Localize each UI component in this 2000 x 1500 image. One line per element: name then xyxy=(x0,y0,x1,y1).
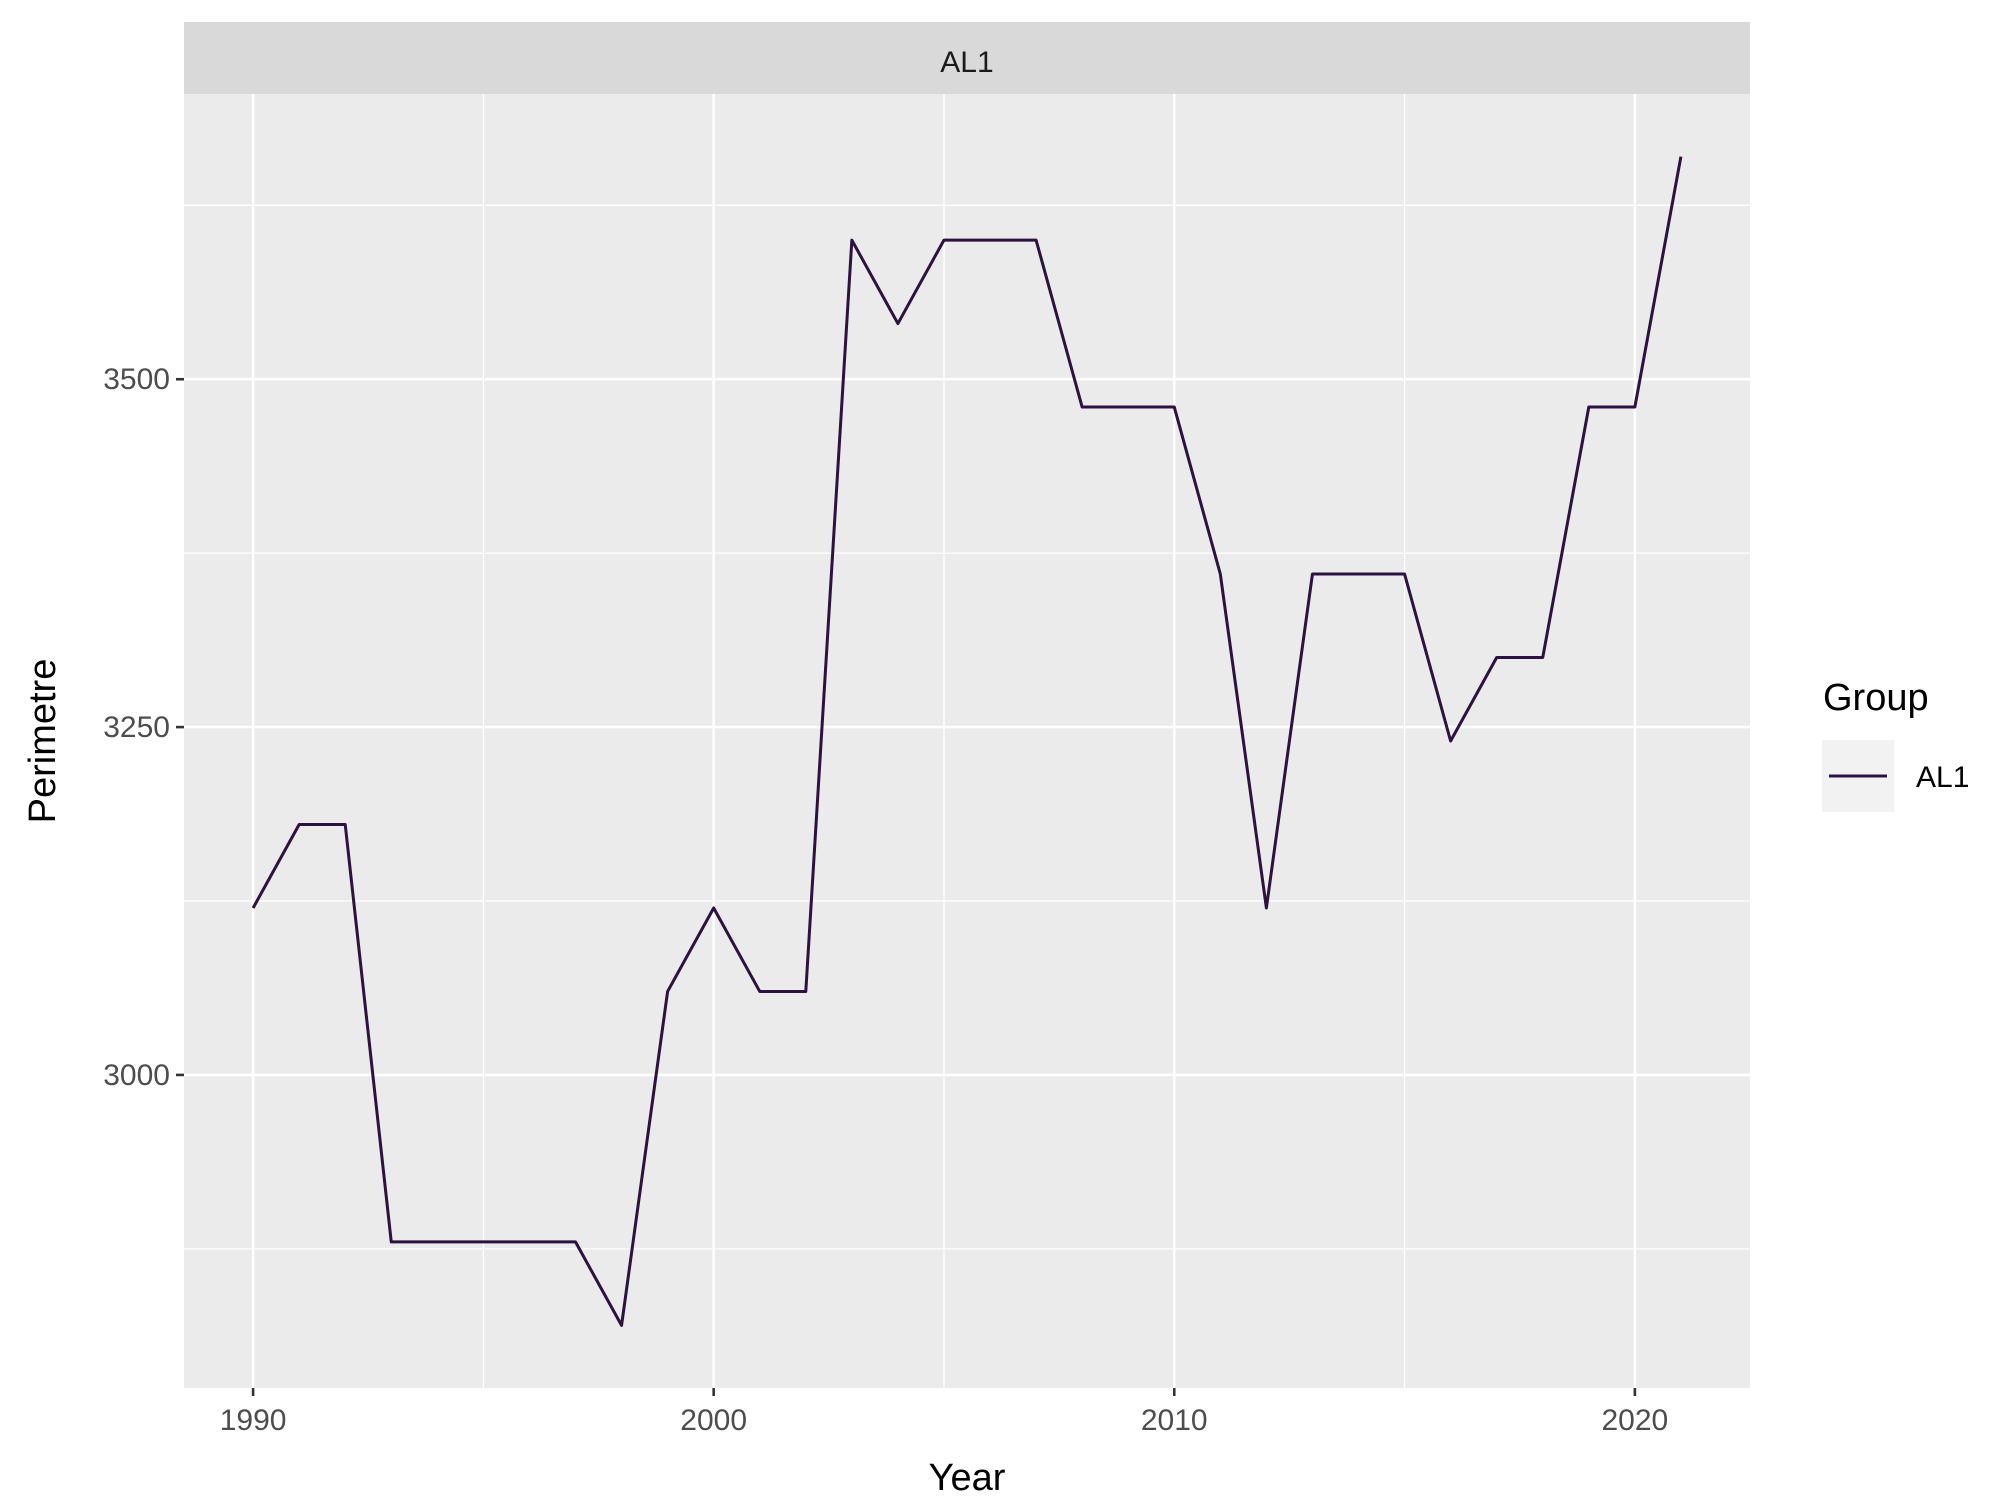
x-tick-label: 2000 xyxy=(680,1404,747,1437)
x-axis: 1990 2000 2010 2020 xyxy=(220,1388,1668,1437)
x-axis-title: Year xyxy=(929,1457,1006,1499)
major-gridlines xyxy=(184,94,1750,1388)
y-axis: 3000 3250 3500 xyxy=(103,363,184,1092)
plot-panel xyxy=(184,94,1750,1388)
series-line-al1 xyxy=(251,156,1683,1327)
series-layer xyxy=(251,156,1683,1327)
y-tick-label: 3250 xyxy=(103,711,170,744)
legend: Group AL1 xyxy=(1822,677,1969,812)
x-tick-label: 2020 xyxy=(1601,1404,1668,1437)
y-axis-title: Perimetre xyxy=(22,659,64,824)
y-tick-label: 3500 xyxy=(103,363,170,396)
minor-gridlines xyxy=(184,94,1750,1388)
legend-title: Group xyxy=(1823,677,1929,719)
y-tick-label: 3000 xyxy=(103,1059,170,1092)
x-tick-label: 1990 xyxy=(220,1404,287,1437)
facet-strip xyxy=(184,22,1750,94)
legend-entry-label: AL1 xyxy=(1916,761,1969,794)
x-tick-label: 2010 xyxy=(1141,1404,1208,1437)
facet-strip-label: AL1 xyxy=(940,46,993,79)
